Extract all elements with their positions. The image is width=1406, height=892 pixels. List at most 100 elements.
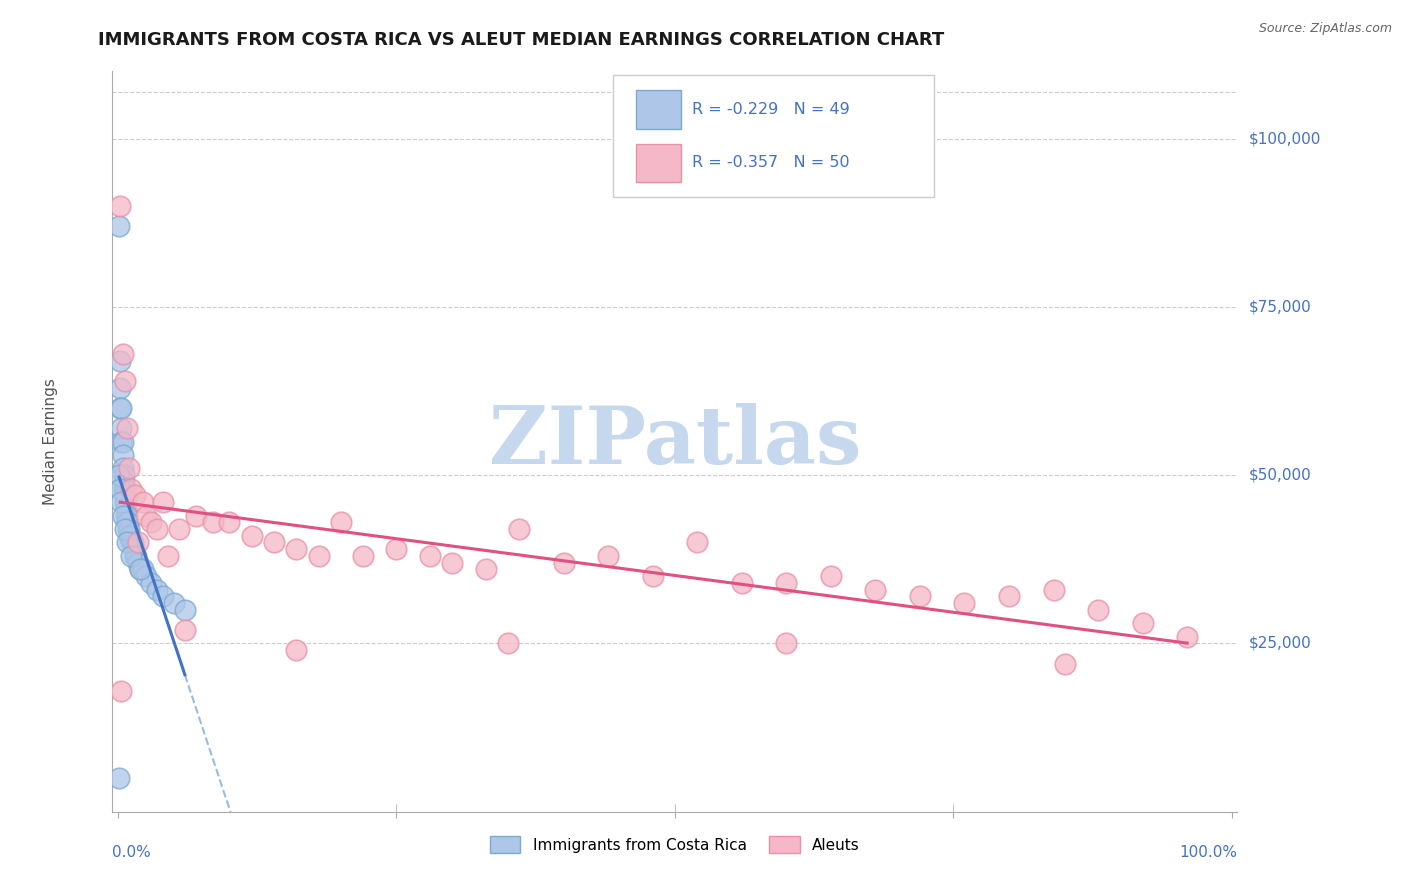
Point	[553, 556, 575, 570]
Point	[120, 535, 142, 549]
Point	[110, 353, 132, 368]
Point	[114, 495, 136, 509]
Point	[110, 495, 132, 509]
Point	[115, 508, 138, 523]
Point	[118, 461, 141, 475]
Point	[120, 482, 142, 496]
Point	[115, 495, 138, 509]
Point	[240, 529, 263, 543]
Text: $25,000: $25,000	[1249, 636, 1312, 651]
Point	[865, 582, 887, 597]
Point	[496, 636, 519, 650]
Point	[173, 623, 195, 637]
Point	[731, 575, 754, 590]
Point	[596, 549, 619, 563]
Point	[108, 771, 131, 785]
Point	[308, 549, 330, 563]
Point	[998, 590, 1021, 604]
Point	[114, 522, 136, 536]
Point	[419, 549, 441, 563]
Point	[953, 596, 976, 610]
Point	[120, 529, 142, 543]
Point	[641, 569, 664, 583]
Point	[108, 219, 131, 234]
Point	[218, 516, 240, 530]
Point	[129, 562, 152, 576]
Text: R = -0.229   N = 49: R = -0.229 N = 49	[692, 102, 849, 117]
Point	[184, 508, 207, 523]
Point	[173, 603, 195, 617]
Point	[115, 535, 138, 549]
Text: R = -0.357   N = 50: R = -0.357 N = 50	[692, 155, 849, 170]
Point	[131, 562, 153, 576]
Point	[111, 508, 134, 523]
Text: IMMIGRANTS FROM COSTA RICA VS ALEUT MEDIAN EARNINGS CORRELATION CHART: IMMIGRANTS FROM COSTA RICA VS ALEUT MEDI…	[98, 31, 945, 49]
Point	[110, 401, 132, 415]
Point	[114, 482, 136, 496]
Point	[118, 522, 141, 536]
Point	[263, 535, 285, 549]
Point	[1042, 582, 1064, 597]
Point	[146, 522, 169, 536]
Point	[115, 421, 138, 435]
FancyBboxPatch shape	[636, 144, 681, 182]
Point	[329, 516, 352, 530]
Point	[114, 374, 136, 388]
Point	[111, 347, 134, 361]
Legend: Immigrants from Costa Rica, Aleuts: Immigrants from Costa Rica, Aleuts	[484, 830, 866, 860]
Point	[125, 549, 148, 563]
Point	[110, 199, 132, 213]
Point	[385, 542, 408, 557]
Point	[201, 516, 224, 530]
Point	[127, 535, 149, 549]
Text: $50,000: $50,000	[1249, 467, 1312, 483]
Point	[127, 556, 149, 570]
FancyBboxPatch shape	[613, 75, 934, 197]
Point	[820, 569, 842, 583]
Point	[115, 508, 138, 523]
Point	[908, 590, 931, 604]
Point	[686, 535, 709, 549]
Point	[124, 488, 146, 502]
Text: $75,000: $75,000	[1249, 300, 1312, 314]
Point	[352, 549, 374, 563]
FancyBboxPatch shape	[636, 90, 681, 128]
Point	[1132, 616, 1154, 631]
Point	[285, 643, 308, 657]
Point	[141, 516, 163, 530]
Point	[129, 562, 152, 576]
Point	[120, 549, 142, 563]
Point	[117, 516, 139, 530]
Point	[122, 542, 145, 557]
Point	[135, 569, 157, 583]
Point	[111, 434, 134, 449]
Text: $100,000: $100,000	[1249, 131, 1320, 146]
Point	[110, 683, 132, 698]
Point	[117, 522, 139, 536]
Point	[111, 461, 134, 475]
Point	[131, 495, 153, 509]
Point	[135, 508, 157, 523]
Point	[1087, 603, 1109, 617]
Point	[169, 522, 191, 536]
Text: ZIPatlas: ZIPatlas	[489, 402, 860, 481]
Point	[1053, 657, 1076, 671]
Point	[108, 468, 131, 483]
Point	[110, 401, 132, 415]
Point	[115, 516, 138, 530]
Point	[110, 482, 132, 496]
Point	[112, 475, 135, 489]
Point	[121, 535, 143, 549]
Point	[110, 434, 132, 449]
Point	[441, 556, 464, 570]
Text: Median Earnings: Median Earnings	[44, 378, 58, 505]
Point	[141, 575, 163, 590]
Point	[163, 596, 186, 610]
Point	[115, 501, 138, 516]
Point	[118, 529, 141, 543]
Point	[285, 542, 308, 557]
Point	[508, 522, 530, 536]
Point	[152, 590, 174, 604]
Point	[114, 488, 136, 502]
Point	[124, 549, 146, 563]
